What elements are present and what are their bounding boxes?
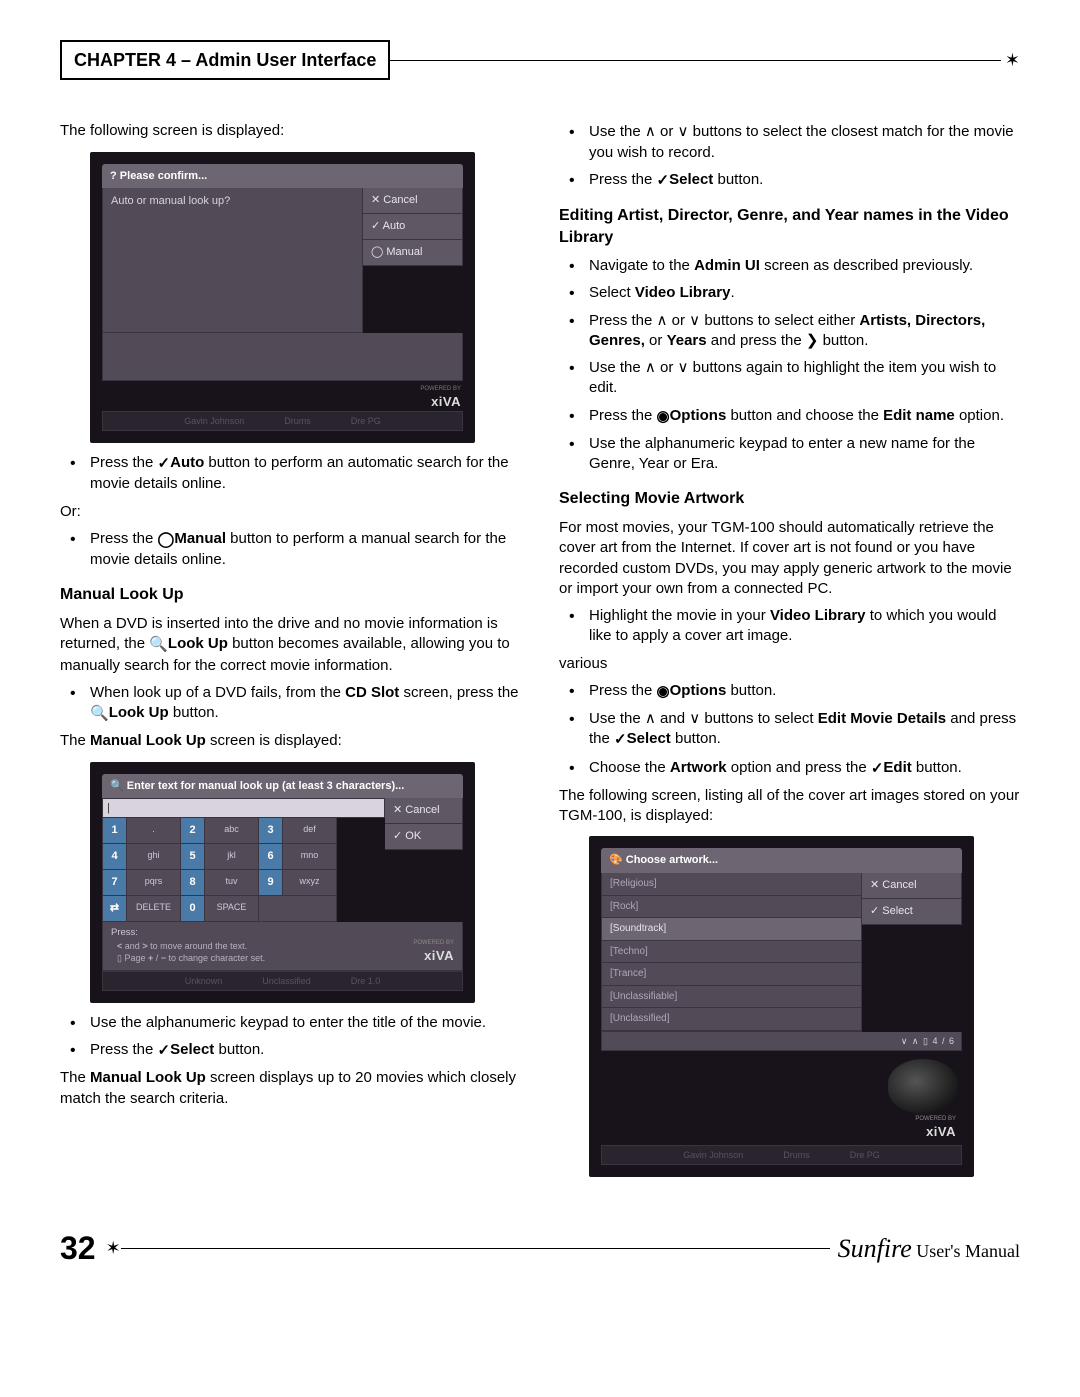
keypad[interactable]: 1.2abc3def 4ghi5jkl6mno 7pqrs8tuv9wxyz ⇄DEL… <box>102 818 385 921</box>
keypad-key[interactable]: 1 <box>103 818 127 844</box>
dialog-prompt: Auto or manual look up? <box>102 188 363 333</box>
body-text: For most movies, your TGM-100 should aut… <box>559 518 1020 599</box>
keypad-key[interactable]: 3 <box>259 818 283 844</box>
footer-rule <box>121 1248 830 1249</box>
list-item: Select Video Library. <box>559 283 1020 303</box>
chapter-title: CHAPTER 4 – Admin User Interface <box>60 40 390 80</box>
keypad-key[interactable]: 7 <box>103 870 127 896</box>
list-item[interactable]: [Religious] <box>602 873 861 896</box>
list-item: Navigate to the Admin UI screen as descr… <box>559 256 1020 276</box>
list-item: Press the ◉Options button. <box>559 681 1020 702</box>
artwork-preview: POWERED BY xiVA <box>601 1057 962 1145</box>
list-item: Use the ∧ and ∨ buttons to select Edit M… <box>559 709 1020 751</box>
body-text: The Manual Look Up screen displays up to… <box>60 1068 521 1109</box>
keypad-key[interactable]: wxyz <box>283 870 337 896</box>
page-header: CHAPTER 4 – Admin User Interface ✶ <box>60 40 1020 80</box>
or-text: Or: <box>60 502 521 522</box>
body-text: When a DVD is inserted into the drive an… <box>60 614 521 676</box>
ok-button[interactable]: ✓ OK <box>385 824 463 850</box>
keypad-key[interactable]: 9 <box>259 870 283 896</box>
cancel-button[interactable]: ✕ Cancel <box>363 188 463 214</box>
xiva-logo: xiVA <box>420 393 461 411</box>
left-column: The following screen is displayed: ? Ple… <box>60 115 521 1187</box>
keypad-key[interactable]: 2 <box>181 818 205 844</box>
status-bar: Gavin Johnson Drums Dre PG <box>601 1145 962 1165</box>
xiva-logo: xiVA <box>413 947 454 965</box>
list-item: Press the ✓Select button. <box>60 1040 521 1061</box>
keypad-key[interactable]: mno <box>283 844 337 870</box>
manual-button[interactable]: ◯ Manual <box>363 240 463 266</box>
list-item: Use the alphanumeric keypad to enter the… <box>60 1013 521 1033</box>
screenshot-artwork: 🎨 Choose artwork... [Religious][Rock][So… <box>589 836 974 1177</box>
keypad-key[interactable]: DELETE <box>127 896 181 922</box>
status-bar: Unknown Unclassified Dre 1.0 <box>102 971 463 991</box>
keypad-key[interactable]: 5 <box>181 844 205 870</box>
nav-indicator: ∨ ∧ ▯ 4 / 6 <box>601 1032 962 1051</box>
palette-icon: 🎨 <box>609 854 623 866</box>
dialog-title: 🎨 Choose artwork... <box>601 848 962 873</box>
heading-editing: Editing Artist, Director, Genre, and Yea… <box>559 205 1020 248</box>
search-icon: 🔍 <box>110 780 124 792</box>
keypad-key[interactable]: jkl <box>205 844 259 870</box>
list-item: Choose the Artwork option and press the … <box>559 758 1020 779</box>
list-item[interactable]: [Rock] <box>602 896 861 919</box>
keypad-key[interactable]: 0 <box>181 896 205 922</box>
keypad-key[interactable]: abc <box>205 818 259 844</box>
content-columns: The following screen is displayed: ? Ple… <box>60 115 1020 1187</box>
cancel-button[interactable]: ✕ Cancel <box>862 873 962 899</box>
heading-manual-lookup: Manual Look Up <box>60 584 521 606</box>
page-footer: 32 ✶ Sunfire User's Manual <box>60 1227 1020 1270</box>
screenshot-confirm: ? Please confirm... Auto or manual look … <box>90 152 475 444</box>
body-text: The Manual Look Up screen is displayed: <box>60 731 521 751</box>
dialog-title: ? Please confirm... <box>102 164 463 189</box>
keypad-key[interactable]: . <box>127 818 181 844</box>
list-item: Highlight the movie in your Video Librar… <box>559 606 1020 647</box>
auto-button[interactable]: ✓ Auto <box>363 214 463 240</box>
header-rule <box>389 60 1000 61</box>
artwork-list[interactable]: [Religious][Rock][Soundtrack][Techno][Tr… <box>601 873 862 1032</box>
cancel-button[interactable]: ✕ Cancel <box>385 798 463 824</box>
list-item[interactable]: [Soundtrack] <box>602 918 861 941</box>
keypad-key[interactable]: def <box>283 818 337 844</box>
text-input[interactable]: | <box>102 798 385 818</box>
keypad-key[interactable]: ⇄ <box>103 896 127 922</box>
disc-icon <box>888 1059 958 1114</box>
right-column: Use the ∧ or ∨ buttons to select the clo… <box>559 115 1020 1187</box>
keypad-key[interactable]: SPACE <box>205 896 259 922</box>
star-icon: ✶ <box>106 1236 121 1260</box>
list-item[interactable]: [Trance] <box>602 963 861 986</box>
star-icon: ✶ <box>1005 48 1020 72</box>
heading-artwork: Selecting Movie Artwork <box>559 488 1020 510</box>
list-item[interactable]: [Techno] <box>602 941 861 964</box>
body-text: The following screen, listing all of the… <box>559 786 1020 827</box>
list-item[interactable]: [Unclassified] <box>602 1008 861 1031</box>
keypad-key[interactable]: 4 <box>103 844 127 870</box>
dialog-spacer <box>102 333 463 381</box>
intro-text: The following screen is displayed: <box>60 121 521 141</box>
dialog-title: 🔍 Enter text for manual look up (at leas… <box>102 774 463 799</box>
question-icon: ? <box>110 170 117 182</box>
press-label: Press: < < and > to move around the text… <box>102 922 463 971</box>
footer-brand: Sunfire User's Manual <box>838 1231 1020 1266</box>
page-number: 32 <box>60 1227 96 1270</box>
select-button[interactable]: ✓ Select <box>862 899 962 925</box>
list-item[interactable]: [Unclassifiable] <box>602 986 861 1009</box>
list-item: Press the ◉Options button and choose the… <box>559 406 1020 427</box>
keypad-key[interactable]: tuv <box>205 870 259 896</box>
screenshot-keypad: 🔍 Enter text for manual look up (at leas… <box>90 762 475 1003</box>
keypad-key[interactable]: 6 <box>259 844 283 870</box>
list-item: Use the alphanumeric keypad to enter a n… <box>559 434 1020 475</box>
keypad-key[interactable]: 8 <box>181 870 205 896</box>
xiva-logo: xiVA <box>915 1123 956 1141</box>
list-item: Press the ✓Auto button to perform an aut… <box>60 453 521 495</box>
list-item: Use the ∧ or ∨ buttons to select the clo… <box>559 122 1020 163</box>
keypad-key[interactable]: ghi <box>127 844 181 870</box>
list-item: Use the ∧ or ∨ buttons again to highligh… <box>559 358 1020 399</box>
list-item: When look up of a DVD fails, from the CD… <box>60 683 521 725</box>
status-bar: Gavin Johnson Drums Dre PG <box>102 411 463 431</box>
keypad-key[interactable]: pqrs <box>127 870 181 896</box>
list-item: Press the ✓Select button. <box>559 170 1020 191</box>
list-item: Press the ∧ or ∨ buttons to select eithe… <box>559 311 1020 352</box>
list-item: Press the ◯Manual button to perform a ma… <box>60 529 521 571</box>
